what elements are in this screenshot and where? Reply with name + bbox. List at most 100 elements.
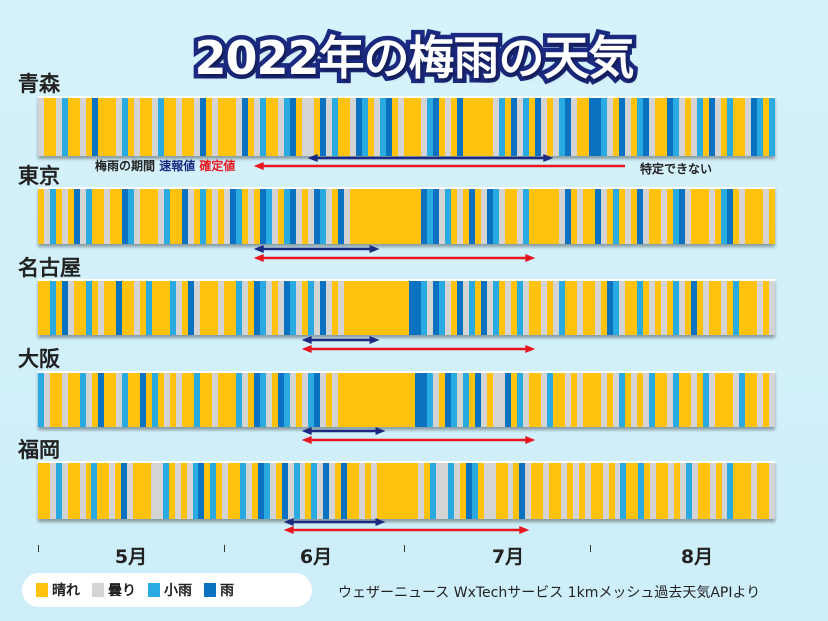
stripe-cloudy: [211, 98, 219, 156]
stripe-rain: [121, 463, 128, 519]
stripe-sunny: [385, 189, 392, 244]
stripe-sunny: [529, 98, 536, 156]
stripe-cloudy: [525, 463, 532, 519]
stripe-cloudy: [691, 98, 698, 156]
stripe-rain: [415, 281, 422, 335]
stripe-rain: [433, 281, 440, 335]
stripe-rain: [253, 281, 261, 335]
stripe-sunny: [703, 189, 710, 244]
stripe-sunny: [187, 373, 195, 427]
stripe-sunny: [217, 373, 225, 427]
stripe-cloudy: [561, 463, 568, 519]
stripe-cloudy: [763, 189, 770, 244]
stripe-light-rain: [471, 463, 479, 519]
arrowhead-left: [253, 254, 264, 262]
undetermined-label: 特定できない: [640, 162, 713, 176]
stripe-light-rain: [169, 281, 177, 335]
stripe-sunny: [439, 98, 446, 156]
stripe-light-rain: [637, 281, 644, 335]
stripe-light-rain: [439, 281, 446, 335]
stripe-cloudy: [489, 463, 496, 519]
stripe-light-rain: [259, 281, 267, 335]
stripe-sunny: [501, 463, 508, 519]
arrowhead-left: [253, 245, 264, 253]
stripe-sunny: [535, 373, 542, 427]
stripe-light-rain: [427, 373, 434, 427]
stripe-sunny: [275, 463, 283, 519]
stripe-cloudy: [331, 373, 338, 427]
stripe-sunny: [495, 463, 502, 519]
stripe-rain: [257, 463, 265, 519]
stripe-sunny: [715, 463, 722, 519]
stripe-cloudy: [85, 373, 93, 427]
stripe-rain: [319, 281, 326, 335]
stripe-sunny: [373, 373, 380, 427]
stripe-cloudy: [457, 373, 464, 427]
stripe-cloudy: [709, 373, 716, 427]
month-label-august: 8月: [680, 546, 714, 568]
stripe-light-rain: [379, 98, 386, 156]
legend-item-cloudy: 曇り: [92, 580, 136, 600]
stripe-light-rain: [697, 98, 704, 156]
stripe-light-rain: [283, 98, 291, 156]
stripe-sunny: [529, 281, 536, 335]
arrowhead-right: [525, 254, 536, 262]
stripe-cloudy: [739, 189, 746, 244]
stripe-sunny: [535, 281, 542, 335]
stripe-cloudy: [175, 281, 183, 335]
stripe-sunny: [388, 463, 395, 519]
stripe-sunny: [727, 373, 734, 427]
stripe-sunny: [109, 281, 117, 335]
stripe-light-rain: [620, 463, 627, 519]
stripe-sunny: [745, 373, 752, 427]
stripe-sunny: [715, 189, 722, 244]
stripe-cloudy: [436, 463, 443, 519]
stripe-light-rain: [259, 98, 267, 156]
stripe-sunny: [583, 373, 590, 427]
stripe-light-rain: [619, 373, 626, 427]
stripe-sunny: [187, 98, 195, 156]
stripe-sunny: [229, 281, 237, 335]
stripe-cloudy: [602, 463, 609, 519]
legend-label: 晴れ: [52, 583, 80, 599]
stripe-light-rain: [79, 373, 87, 427]
stripe-sunny: [499, 281, 506, 335]
stripe-rain: [253, 373, 261, 427]
stripe-cloudy: [79, 463, 86, 519]
stripe-rain: [199, 98, 207, 156]
stripe-light-rain: [199, 189, 207, 244]
stripe-sunny: [364, 463, 372, 519]
stripe-sunny: [703, 98, 710, 156]
stripe-sunny: [535, 189, 542, 244]
stripe-cloudy: [223, 189, 231, 244]
stripe-sunny: [305, 463, 312, 519]
stripe-light-rain: [289, 281, 297, 335]
stripe-cloudy: [246, 463, 253, 519]
stripe-sunny: [145, 373, 153, 427]
stripe-sunny: [335, 463, 342, 519]
stripe-sunny: [662, 463, 669, 519]
stripe-cloudy: [483, 463, 491, 519]
month-label-july: 7月: [491, 546, 525, 568]
stripe-rain: [469, 189, 476, 244]
stripe-sunny: [234, 463, 241, 519]
stripe-rain: [259, 189, 267, 244]
stripe-sunny: [555, 463, 562, 519]
stripe-sunny: [661, 373, 668, 427]
stripe-cloudy: [721, 463, 728, 519]
stripe-sunny: [403, 189, 410, 244]
stripe-sunny: [463, 189, 470, 244]
stripe-cloudy: [584, 463, 592, 519]
stripe-cloudy: [370, 463, 378, 519]
weather-legend: 晴れ 曇り 小雨 雨: [22, 573, 312, 607]
stripe-cloudy: [133, 189, 141, 244]
stripe-rain: [457, 281, 464, 335]
arrowhead-right: [375, 427, 386, 435]
stripe-sunny: [121, 281, 129, 335]
stripe-cloudy: [253, 98, 261, 156]
stripe-sunny: [477, 463, 485, 519]
stripe-light-rain: [259, 373, 267, 427]
stripe-sunny: [109, 373, 117, 427]
stripe-sunny: [67, 373, 75, 427]
stripe-light-rain: [493, 281, 500, 335]
